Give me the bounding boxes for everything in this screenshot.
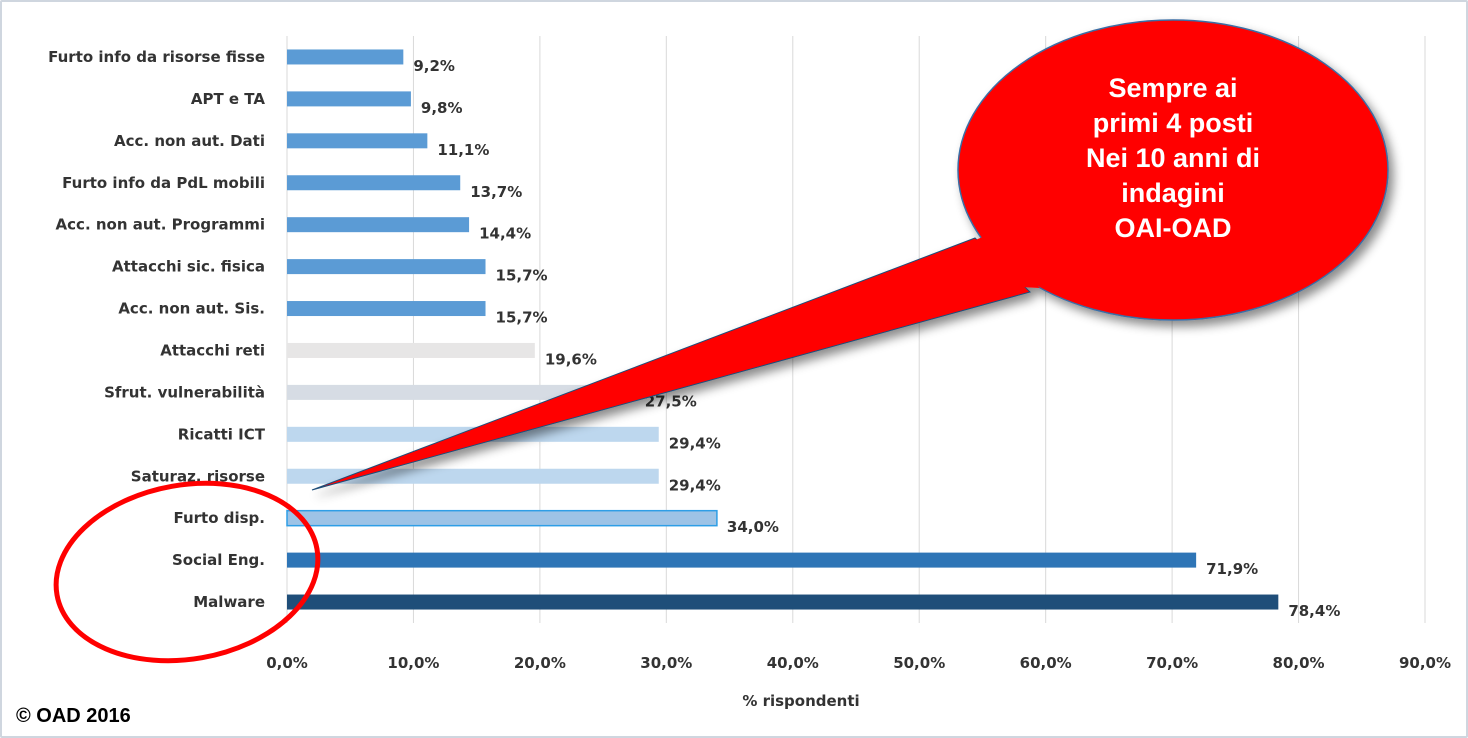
value-label: 71,9% bbox=[1206, 560, 1258, 578]
callout-line: OAI-OAD bbox=[1115, 213, 1232, 243]
category-label: Furto disp. bbox=[173, 509, 265, 527]
callout-bubble bbox=[311, 19, 1389, 491]
category-label: Attacchi sic. fisica bbox=[112, 258, 265, 276]
category-label: APT e TA bbox=[191, 90, 266, 108]
callout-oval bbox=[957, 19, 1389, 321]
value-label: 14,4% bbox=[479, 225, 531, 243]
value-label: 15,7% bbox=[496, 267, 548, 285]
category-label: Acc. non aut. Dati bbox=[114, 132, 265, 150]
bar bbox=[287, 91, 411, 107]
value-label: 19,6% bbox=[545, 350, 597, 368]
category-label: Ricatti ICT bbox=[178, 425, 266, 443]
category-label: Social Eng. bbox=[172, 551, 265, 569]
bar bbox=[287, 384, 635, 400]
value-label: 9,8% bbox=[421, 99, 463, 117]
bar bbox=[286, 509, 718, 527]
category-label: Attacchi reti bbox=[160, 341, 265, 359]
x-tick-label: 90,0% bbox=[1399, 654, 1451, 672]
callout-line: primi 4 posti bbox=[1093, 108, 1254, 138]
bar bbox=[287, 259, 486, 275]
callout-line: indagini bbox=[1121, 178, 1225, 208]
category-label: Acc. non aut. Sis. bbox=[118, 300, 265, 318]
callout-pointer-joint bbox=[880, 236, 1040, 288]
x-tick-label: 30,0% bbox=[640, 654, 692, 672]
x-tick-label: 50,0% bbox=[893, 654, 945, 672]
category-label: Malware bbox=[193, 593, 265, 611]
value-label: 15,7% bbox=[496, 309, 548, 327]
bar bbox=[287, 49, 404, 65]
x-axis-ticks: 0,0% 10,0% 20,0% 30,0% 40,0% 50,0% 60,0% 70,0% 8… bbox=[266, 654, 1451, 672]
x-tick-label: 80,0% bbox=[1273, 654, 1325, 672]
value-label: 13,7% bbox=[470, 183, 522, 201]
category-label: Sfrut. vulnerabilità bbox=[104, 383, 265, 401]
bar bbox=[287, 301, 486, 317]
value-labels: 9,2% 9,8% 11,1% 13,7% 14,4% 15,7% 15,7% 19,6% 27… bbox=[413, 57, 1340, 620]
value-label: 29,4% bbox=[669, 434, 721, 452]
bar bbox=[287, 468, 659, 484]
x-tick-label: 60,0% bbox=[1020, 654, 1072, 672]
x-tick-label: 40,0% bbox=[767, 654, 819, 672]
bar bbox=[287, 175, 461, 191]
callout-line: Nei 10 anni di bbox=[1086, 143, 1260, 173]
x-tick-label: 70,0% bbox=[1146, 654, 1198, 672]
category-label: Furto info da risorse fisse bbox=[48, 48, 265, 66]
value-label: 11,1% bbox=[437, 141, 489, 159]
value-label: 9,2% bbox=[413, 57, 455, 75]
bars bbox=[286, 49, 1279, 610]
category-labels: Furto info da risorse fisse APT e TA Acc. … bbox=[48, 48, 266, 611]
x-tick-label: 10,0% bbox=[387, 654, 439, 672]
copyright-notice: © OAD 2016 bbox=[16, 705, 131, 727]
category-label: Saturaz. risorse bbox=[131, 467, 265, 485]
bar bbox=[287, 133, 428, 149]
bar bbox=[287, 217, 470, 233]
value-label: 78,4% bbox=[1288, 602, 1340, 620]
category-label: Acc. non aut. Programmi bbox=[56, 216, 265, 234]
x-tick-label: 0,0% bbox=[266, 654, 308, 672]
callout-line: Sempre ai bbox=[1108, 73, 1237, 103]
highlight-ellipse bbox=[53, 480, 321, 664]
value-label: 34,0% bbox=[727, 518, 779, 536]
x-axis-title: % rispondenti bbox=[742, 692, 859, 710]
value-label: 29,4% bbox=[669, 476, 721, 494]
category-label: Furto info da PdL mobili bbox=[62, 174, 265, 192]
bar bbox=[287, 342, 535, 358]
bar bbox=[287, 594, 1279, 610]
callout-text: Sempre ai primi 4 posti Nei 10 anni di inda… bbox=[1086, 73, 1260, 243]
x-tick-label: 20,0% bbox=[514, 654, 566, 672]
bar bbox=[287, 552, 1197, 568]
value-label: 27,5% bbox=[645, 392, 697, 410]
